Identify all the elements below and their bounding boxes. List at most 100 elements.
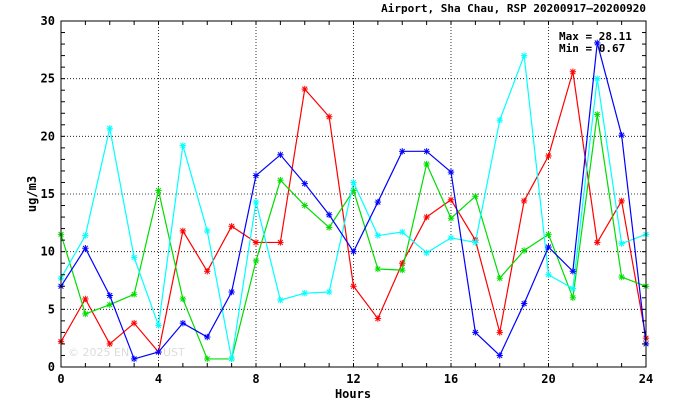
data-point xyxy=(374,315,382,322)
x-tick-label: 20 xyxy=(541,372,555,386)
data-point xyxy=(374,198,382,206)
data-point xyxy=(496,329,503,336)
data-point xyxy=(399,266,406,274)
data-point xyxy=(545,231,552,238)
y-tick-label: 20 xyxy=(41,129,55,143)
data-point xyxy=(447,215,455,222)
series-3 xyxy=(57,39,650,363)
data-point xyxy=(82,295,89,303)
data-point xyxy=(179,142,187,149)
data-point xyxy=(277,296,284,304)
data-point xyxy=(520,247,528,254)
data-point xyxy=(228,288,235,296)
data-point xyxy=(82,232,89,239)
series-2 xyxy=(57,52,650,363)
data-point xyxy=(204,355,211,363)
data-point xyxy=(545,243,552,251)
data-point xyxy=(106,340,113,348)
data-point xyxy=(496,352,503,359)
data-point xyxy=(618,240,625,247)
data-point xyxy=(496,116,503,124)
data-point xyxy=(179,227,187,235)
y-tick-label: 10 xyxy=(41,245,55,259)
data-point xyxy=(350,283,357,290)
data-point xyxy=(325,288,333,296)
data-point xyxy=(374,232,382,239)
data-point xyxy=(301,289,308,297)
data-point xyxy=(301,85,308,93)
data-point xyxy=(423,213,430,221)
data-point xyxy=(82,310,89,318)
x-tick-label: 24 xyxy=(639,372,653,386)
data-point xyxy=(350,179,357,186)
data-point xyxy=(277,176,284,184)
data-point xyxy=(496,274,503,282)
tick-labels: 0 4 8 12 16 20 24 0 5 10 15 20 25 30 xyxy=(41,14,654,386)
x-tick-label: 8 xyxy=(252,372,259,386)
data-point xyxy=(569,68,577,75)
data-point xyxy=(447,196,455,203)
data-point xyxy=(569,268,577,275)
data-point xyxy=(545,271,552,278)
data-point xyxy=(569,285,577,292)
data-point xyxy=(228,355,235,363)
x-tick-label: 4 xyxy=(155,372,162,386)
y-axis-label: ug/m3 xyxy=(25,176,39,212)
data-point xyxy=(423,148,430,155)
data-point xyxy=(520,197,528,205)
data-point xyxy=(325,211,333,218)
max-label: Max = 28.11 xyxy=(559,30,632,43)
data-point xyxy=(447,234,455,242)
x-tick-label: 0 xyxy=(57,372,64,386)
data-point xyxy=(520,300,528,307)
data-point xyxy=(472,193,479,200)
data-point xyxy=(545,152,552,160)
data-point xyxy=(399,148,406,155)
min-label: Min = 0.67 xyxy=(559,42,625,55)
data-point xyxy=(252,172,260,179)
data-point xyxy=(594,75,601,82)
data-point xyxy=(106,301,113,308)
data-point xyxy=(277,151,284,158)
x-axis-label: Hours xyxy=(335,387,371,401)
data-point xyxy=(472,239,479,246)
x-tick-label: 12 xyxy=(346,372,360,386)
data-point xyxy=(204,268,211,275)
series-line xyxy=(60,114,647,360)
data-point xyxy=(594,111,601,118)
data-point xyxy=(325,224,333,231)
data-point xyxy=(204,227,211,235)
data-point xyxy=(618,273,625,281)
data-point xyxy=(277,239,284,246)
data-point xyxy=(155,187,162,194)
data-point xyxy=(594,39,601,47)
data-point xyxy=(82,245,89,252)
data-point xyxy=(252,239,260,246)
watermark-tail: UST xyxy=(163,346,185,359)
y-tick-label: 0 xyxy=(48,360,55,374)
data-point xyxy=(252,257,260,265)
series-layer xyxy=(57,39,650,363)
y-tick-label: 25 xyxy=(41,72,55,86)
y-tick-label: 30 xyxy=(41,14,55,28)
data-point xyxy=(618,131,625,139)
x-tick-label: 16 xyxy=(444,372,458,386)
data-point xyxy=(423,160,430,168)
data-point xyxy=(569,294,577,301)
data-point xyxy=(423,249,430,257)
data-point xyxy=(325,113,333,120)
grid xyxy=(61,21,646,367)
data-point xyxy=(130,355,138,363)
series-1 xyxy=(57,111,650,363)
data-point xyxy=(179,295,187,303)
data-point xyxy=(374,265,382,273)
data-point xyxy=(155,322,162,329)
data-point xyxy=(130,254,138,261)
data-point xyxy=(130,291,138,298)
data-point xyxy=(155,348,162,356)
data-point xyxy=(106,292,113,299)
chart-title: Airport, Sha Chau, RSP 20200917–20200920 xyxy=(381,2,646,15)
data-point xyxy=(130,319,138,327)
data-point xyxy=(228,223,235,230)
